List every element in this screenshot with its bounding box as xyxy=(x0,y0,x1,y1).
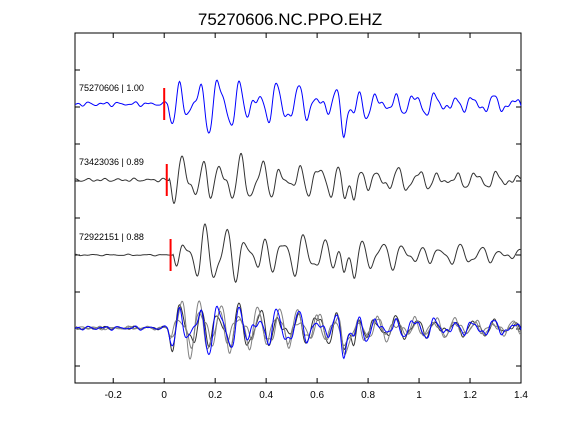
trace-labels: 75270606 | 1.00 73423036 | 0.89 72922151 |… xyxy=(79,83,144,242)
overlay-similar-trace xyxy=(74,300,521,355)
trace-label: 72922151 | 0.88 xyxy=(79,232,144,242)
plot-frame xyxy=(74,32,522,384)
x-ticks: -0.2 0 0.2 0.4 0.6 0.8 1 1.2 1.4 xyxy=(105,33,528,401)
trace-line xyxy=(74,152,522,204)
overlay-reference-trace xyxy=(74,305,522,360)
trace-line xyxy=(74,79,522,139)
x-tick-label: 1.4 xyxy=(514,390,528,401)
chart-title: 75270606.NC.PPO.EHZ xyxy=(198,10,382,29)
x-tick-label: 0.8 xyxy=(361,390,375,401)
phase-picks xyxy=(163,88,172,271)
x-tick-label: 0.6 xyxy=(310,390,324,401)
trace-label: 73423036 | 0.89 xyxy=(79,157,144,167)
trace-line xyxy=(74,223,522,283)
waveform-traces xyxy=(74,79,522,283)
x-tick-label: 0.4 xyxy=(259,390,273,401)
x-tick-label: -0.2 xyxy=(105,390,123,401)
y-ticks xyxy=(75,69,521,367)
x-tick-label: 1 xyxy=(416,390,422,401)
x-tick-label: 0.2 xyxy=(208,390,222,401)
x-tick-label: 1.2 xyxy=(463,390,477,401)
trace-label: 75270606 | 1.00 xyxy=(79,83,144,93)
overlay-stack xyxy=(74,300,522,360)
x-tick-label: 0 xyxy=(161,390,167,401)
